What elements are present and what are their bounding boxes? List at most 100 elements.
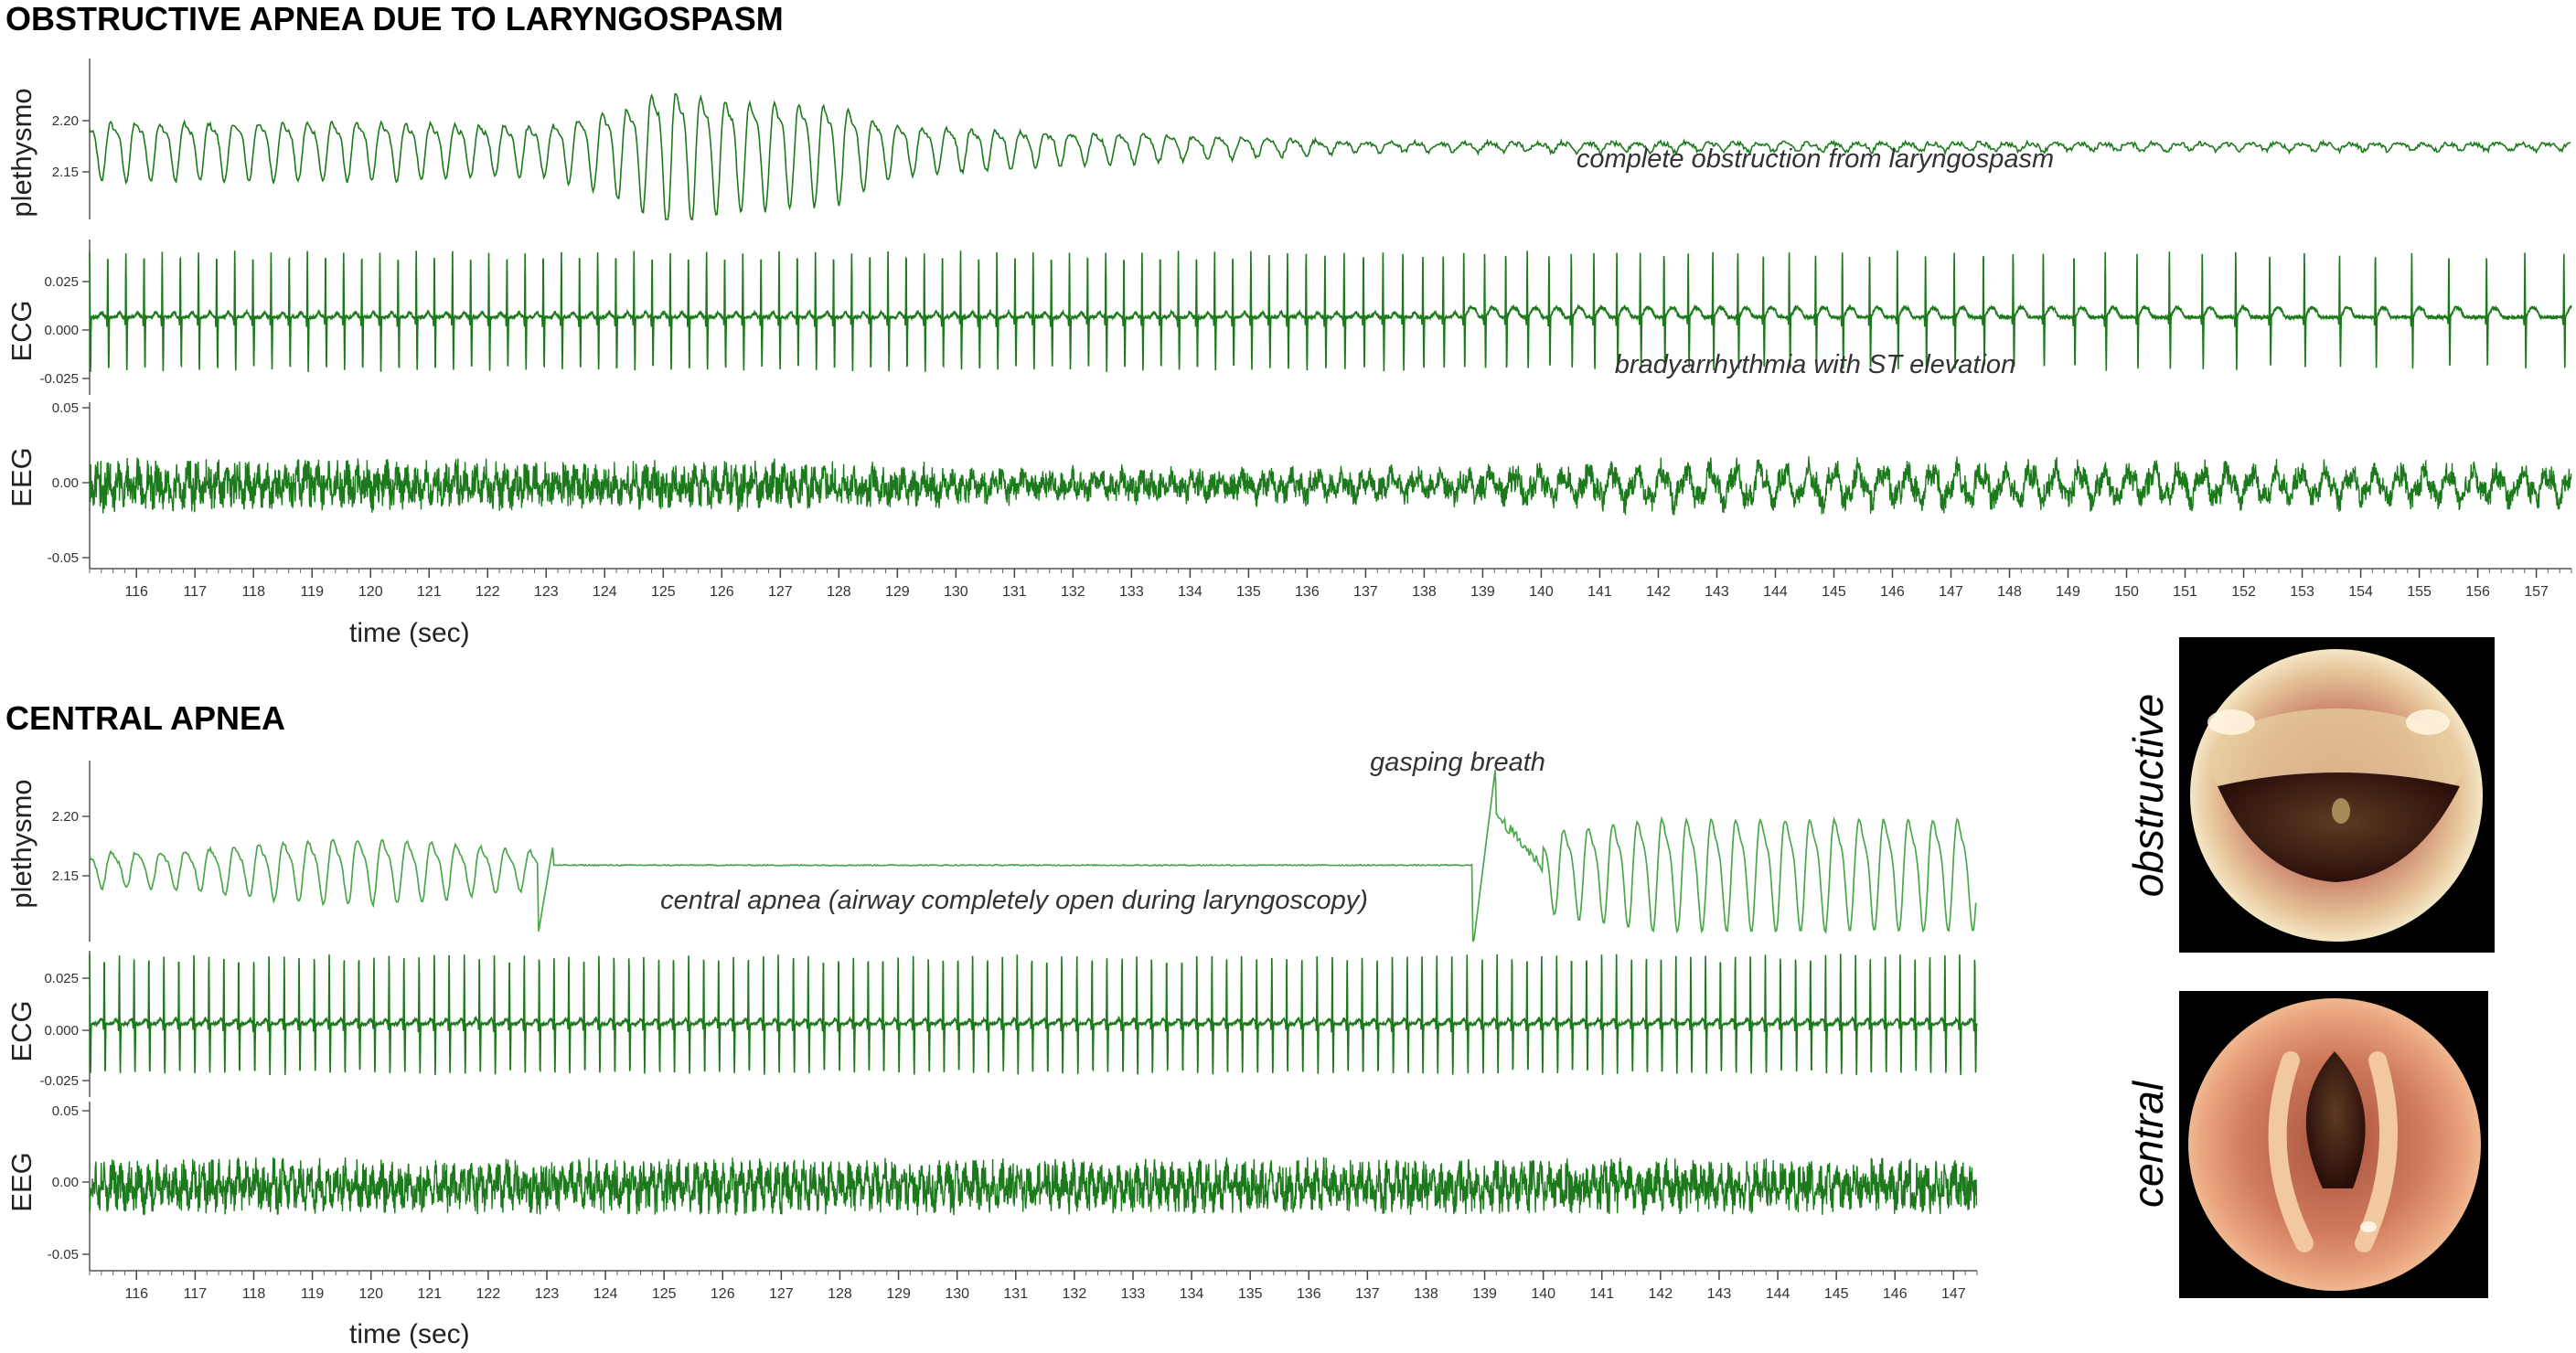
x-tick-label: 132 bbox=[1061, 584, 1085, 600]
panel-title: OBSTRUCTIVE APNEA DUE TO LARYNGOSPASM bbox=[5, 0, 784, 37]
x-tick-label: 123 bbox=[535, 1286, 560, 1302]
x-axis: 116 117 118 119 120 121 122 123 124 125 126 127 128 1… bbox=[89, 568, 2572, 600]
y-axis-label: EEG bbox=[5, 1152, 37, 1211]
x-tick-label: 154 bbox=[2348, 584, 2373, 600]
y-tick-label: 2.15 bbox=[52, 868, 79, 884]
x-tick-label: 142 bbox=[1649, 1286, 1673, 1302]
x-tick-label: 118 bbox=[241, 584, 265, 600]
x-tick-label: 116 bbox=[125, 1286, 149, 1302]
y-tick-label: 2.20 bbox=[52, 809, 79, 825]
y-axis-label: EEG bbox=[5, 447, 37, 506]
y-tick-label: 2.15 bbox=[52, 165, 79, 180]
y-tick-label: 0.025 bbox=[44, 274, 79, 290]
x-tick-label: 136 bbox=[1297, 1286, 1321, 1302]
x-tick-label: 133 bbox=[1121, 1286, 1146, 1302]
y-axis-label: ECG bbox=[5, 1000, 37, 1061]
x-tick-label: 136 bbox=[1295, 584, 1320, 600]
x-tick-label: 148 bbox=[1997, 584, 2022, 600]
y-tick-label: -0.025 bbox=[39, 1073, 79, 1089]
x-tick-label: 135 bbox=[1236, 584, 1261, 600]
x-tick-label: 141 bbox=[1589, 1286, 1614, 1302]
x-tick-label: 153 bbox=[2290, 584, 2314, 600]
x-tick-label: 132 bbox=[1063, 1286, 1087, 1302]
x-tick-label: 156 bbox=[2465, 584, 2490, 600]
ecg-trace bbox=[89, 953, 1978, 1076]
x-axis: 116 117 118 119 120 121 122 123 124 125 126 127 128 1… bbox=[89, 1270, 1978, 1302]
x-tick-label: 146 bbox=[1883, 1286, 1908, 1302]
x-tick-label: 147 bbox=[1941, 1286, 1966, 1302]
x-tick-label: 140 bbox=[1531, 1286, 1555, 1302]
x-tick-label: 137 bbox=[1353, 584, 1378, 600]
x-tick-label: 126 bbox=[711, 1286, 735, 1302]
x-tick-label: 134 bbox=[1178, 584, 1202, 600]
x-tick-label: 116 bbox=[124, 584, 148, 600]
x-tick-label: 124 bbox=[593, 584, 617, 600]
eeg-axes: EEG 0.05 0.00 -0.05 bbox=[5, 1102, 1978, 1271]
trace-annotation: bradyarrhythmia with ST elevation bbox=[1615, 350, 2015, 379]
x-tick-label: 130 bbox=[945, 1286, 969, 1302]
trace-annotation: complete obstruction from laryngospasm bbox=[1577, 144, 2054, 174]
y-tick-label: 0.000 bbox=[44, 323, 79, 338]
x-tick-label: 128 bbox=[828, 1286, 852, 1302]
x-tick-label: 122 bbox=[476, 584, 500, 600]
ecg-axes: ECG 0.025 0.000 -0.025 bradyarrhythmia w… bbox=[5, 240, 2572, 395]
x-tick-label: 149 bbox=[2056, 584, 2080, 600]
ecg-axes: ECG 0.025 0.000 -0.025 bbox=[5, 951, 1978, 1097]
x-tick-label: 124 bbox=[593, 1286, 618, 1302]
x-tick-label: 127 bbox=[768, 584, 793, 600]
x-tick-label: 151 bbox=[2173, 584, 2197, 600]
y-tick-label: 0.00 bbox=[52, 1175, 79, 1190]
y-tick-label: -0.05 bbox=[48, 550, 79, 566]
mucosa-highlight bbox=[2207, 709, 2255, 735]
ecg-trace bbox=[89, 250, 2572, 372]
x-tick-label: 122 bbox=[476, 1286, 501, 1302]
y-tick-label: -0.05 bbox=[48, 1247, 79, 1262]
laryngoscopy-image-obstructive: obstructive bbox=[2124, 637, 2495, 953]
x-tick-label: 133 bbox=[1119, 584, 1144, 600]
x-tick-label: 127 bbox=[769, 1286, 794, 1302]
panel-title: CENTRAL APNEA bbox=[5, 699, 285, 737]
x-tick-label: 125 bbox=[651, 584, 676, 600]
x-tick-label: 120 bbox=[358, 584, 383, 600]
y-axis-label: plethysmo bbox=[5, 779, 37, 908]
y-tick-label: 0.05 bbox=[52, 400, 79, 416]
image-label: central bbox=[2124, 1080, 2172, 1208]
y-tick-label: 0.000 bbox=[44, 1023, 79, 1039]
x-tick-label: 150 bbox=[2114, 584, 2139, 600]
plethysmo-axes: plethysmo 2.20 2.15 complete obstruction… bbox=[5, 59, 2571, 220]
y-tick-label: 2.20 bbox=[52, 113, 79, 129]
x-tick-label: 119 bbox=[301, 1286, 325, 1302]
x-tick-label: 144 bbox=[1763, 584, 1788, 600]
x-tick-label: 117 bbox=[184, 1286, 208, 1302]
mucosa-highlight bbox=[2406, 709, 2450, 735]
eeg-axes: EEG 0.05 0.00 -0.05 bbox=[5, 400, 2572, 569]
x-tick-label: 130 bbox=[944, 584, 968, 600]
plethysmo-trace bbox=[89, 770, 1977, 943]
x-tick-label: 120 bbox=[358, 1286, 383, 1302]
x-tick-label: 137 bbox=[1355, 1286, 1380, 1302]
y-tick-label: -0.025 bbox=[39, 371, 79, 387]
x-tick-label: 141 bbox=[1587, 584, 1612, 600]
x-tick-label: 123 bbox=[534, 584, 559, 600]
mucosa-highlight bbox=[2360, 1221, 2377, 1232]
glottis-opening bbox=[2218, 772, 2460, 882]
panel-obstructive: OBSTRUCTIVE APNEA DUE TO LARYNGOSPASM pl… bbox=[5, 0, 2572, 648]
x-tick-label: 145 bbox=[1822, 584, 1846, 600]
x-tick-label: 144 bbox=[1766, 1286, 1790, 1302]
x-tick-label: 143 bbox=[1707, 1286, 1732, 1302]
x-tick-label: 138 bbox=[1412, 584, 1437, 600]
mucosa-highlight bbox=[2332, 798, 2350, 824]
x-tick-label: 140 bbox=[1529, 584, 1554, 600]
x-tick-label: 135 bbox=[1238, 1286, 1263, 1302]
x-tick-label: 155 bbox=[2407, 584, 2432, 600]
x-tick-label: 121 bbox=[417, 1286, 442, 1302]
x-tick-label: 131 bbox=[1003, 1286, 1028, 1302]
x-tick-label: 143 bbox=[1705, 584, 1729, 600]
x-tick-label: 121 bbox=[417, 584, 442, 600]
vocal-fold bbox=[2355, 1051, 2398, 1252]
panel-central: CENTRAL APNEA plethysmo 2.20 2.15 centra… bbox=[5, 699, 1978, 1349]
eeg-trace bbox=[89, 1156, 1978, 1216]
trace-annotation: central apnea (airway completely open du… bbox=[660, 886, 1368, 915]
y-tick-label: 0.025 bbox=[44, 971, 79, 986]
